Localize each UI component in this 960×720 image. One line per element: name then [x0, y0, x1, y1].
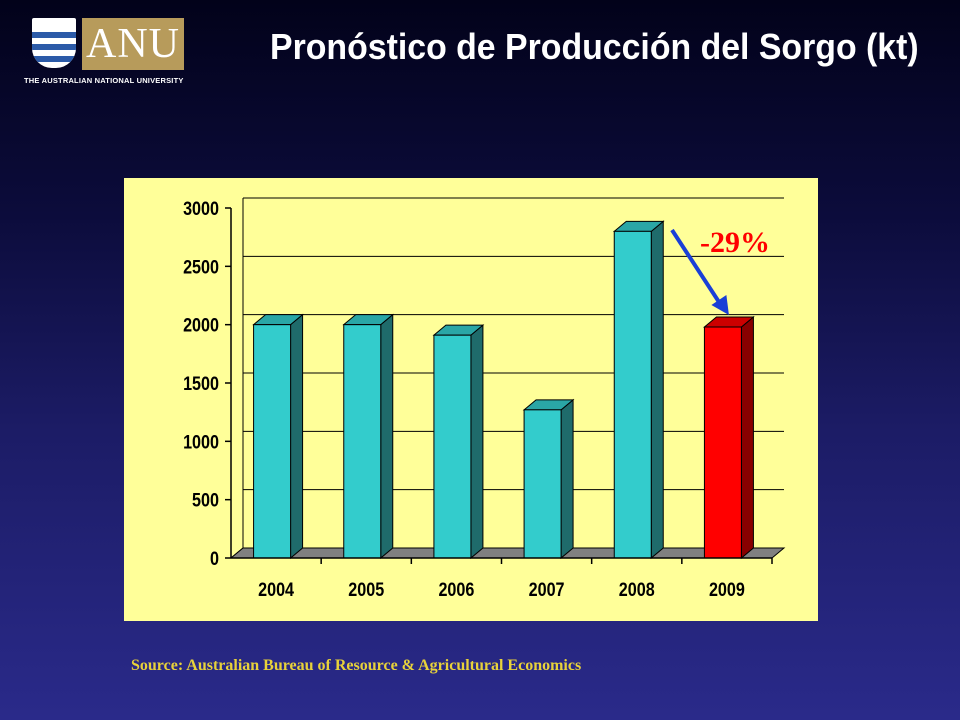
- bar-side: [740, 315, 754, 560]
- bar-chart: 0 500 1000 1500 2000 2500 3000 2004 2005 2006 2007…: [183, 197, 786, 601]
- x-tick-label-2008: 2008: [619, 579, 655, 601]
- bar-2009: [703, 315, 755, 560]
- x-tick-label-2005: 2005: [348, 579, 384, 601]
- y-tick-label: 0: [210, 548, 219, 570]
- anu-logo: ANU THE AUSTRALIAN NATIONAL UNIVERSITY: [24, 16, 196, 90]
- bar-side: [290, 313, 304, 560]
- anu-crest-icon: [32, 18, 76, 68]
- bar-front: [523, 409, 562, 559]
- chart-floor: [229, 547, 786, 559]
- annotation-arrow: [670, 228, 723, 307]
- bar-2008: [612, 220, 665, 560]
- bar-2004: [252, 313, 304, 560]
- bar-side: [380, 313, 394, 560]
- y-tick-label: 1000: [183, 431, 219, 453]
- y-tick-label: 500: [192, 489, 219, 511]
- bar-2006: [432, 324, 485, 560]
- bar-2007: [522, 398, 575, 560]
- x-tick-label-2009: 2009: [709, 579, 745, 601]
- bar-front: [343, 324, 382, 559]
- anu-wordmark: ANU: [82, 18, 184, 70]
- bar-front: [253, 324, 292, 559]
- bar-front: [703, 326, 742, 559]
- chart-panel: 0 500 1000 1500 2000 2500 3000 2004 2005 2006 2007…: [124, 178, 818, 621]
- x-tick-label-2006: 2006: [438, 579, 474, 601]
- x-tick-label-2007: 2007: [529, 579, 565, 601]
- y-tick-label: 3000: [183, 198, 219, 220]
- bar-2005: [342, 313, 395, 560]
- bar-front: [433, 334, 472, 559]
- y-tick-label: 2500: [183, 256, 219, 278]
- x-tick-label-2004: 2004: [258, 579, 294, 601]
- anu-subtitle: THE AUSTRALIAN NATIONAL UNIVERSITY: [24, 76, 184, 85]
- bar-side: [470, 324, 484, 560]
- y-tick-label: 2000: [183, 314, 219, 336]
- y-tick-label: 1500: [183, 373, 219, 395]
- annotation-arrowhead: [711, 295, 729, 315]
- bar-side: [650, 220, 664, 560]
- page-title: Pronóstico de Producción del Sorgo (kt): [270, 26, 919, 67]
- bar-side: [560, 398, 574, 560]
- source-note: Source: Australian Bureau of Resource & …: [131, 657, 582, 674]
- annotation-label: -29%: [700, 226, 770, 259]
- bar-front: [613, 230, 652, 559]
